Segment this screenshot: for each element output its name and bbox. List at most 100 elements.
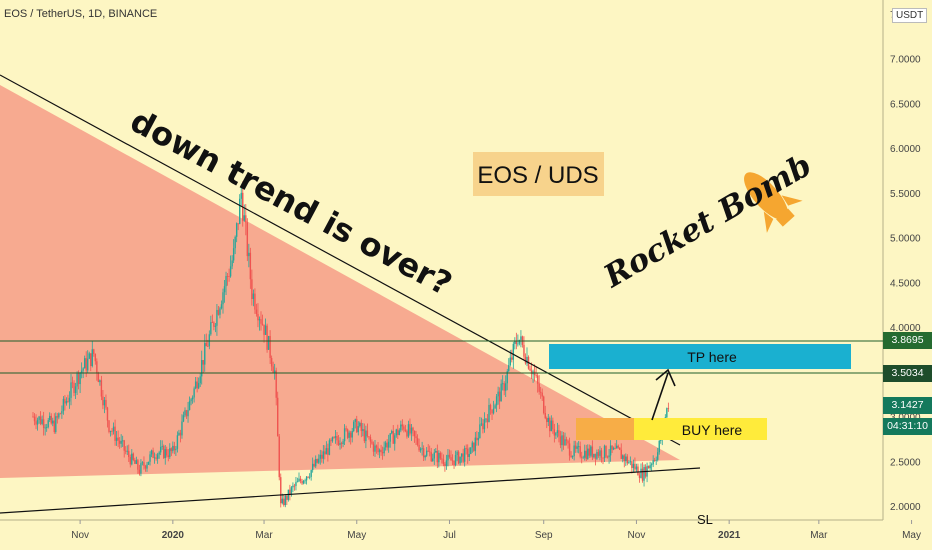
candle-body [404, 429, 407, 432]
candle-body [666, 408, 668, 418]
candle-body [77, 373, 80, 385]
candle-body [386, 442, 388, 448]
candle-body [343, 428, 346, 442]
candle-body [465, 448, 467, 450]
candle-body [298, 478, 300, 482]
candle-body [526, 356, 528, 364]
candle-body [93, 349, 95, 354]
candle-body [667, 408, 670, 410]
candle-body [463, 448, 466, 462]
candle-body [146, 464, 148, 469]
candle-body [629, 461, 632, 463]
candle-body [321, 454, 323, 459]
candle-body [611, 445, 613, 450]
candle-body [53, 420, 55, 432]
candle-body [593, 453, 595, 458]
candle-body [284, 495, 287, 506]
candle-body [176, 435, 179, 449]
tp-zone[interactable] [549, 344, 851, 369]
candle-body [407, 424, 410, 437]
candle-body [226, 276, 229, 277]
currency-label[interactable]: USDT [892, 8, 928, 23]
candle-body [602, 457, 604, 459]
candle-body [328, 440, 331, 455]
candle-body [103, 399, 106, 406]
candle-body [626, 456, 629, 464]
downtrend-line[interactable] [0, 74, 681, 446]
candle-body [530, 370, 533, 375]
candle-body [56, 416, 59, 418]
candle-body [594, 453, 597, 459]
candle-body [467, 448, 469, 458]
candle-body [283, 498, 285, 506]
candle-body [368, 436, 370, 438]
sl-label: SL [697, 512, 713, 527]
candle-body [137, 460, 139, 470]
y-tick-label: 5.5000 [890, 189, 921, 200]
candle-body [55, 416, 57, 432]
candle-body [240, 192, 242, 199]
candle-body [102, 396, 104, 406]
candle-body [649, 465, 651, 469]
candle-body [660, 439, 662, 441]
candle-body [169, 448, 171, 458]
candle-body [295, 482, 297, 486]
candle-body [273, 370, 276, 374]
target-arrow [651, 372, 669, 421]
candle-body [153, 457, 156, 459]
candle-body [445, 460, 448, 467]
y-tick-label: 2.5000 [890, 457, 921, 468]
candle-body [167, 455, 169, 458]
candle-body [339, 443, 341, 445]
candle-body [348, 432, 350, 438]
candle-body [147, 461, 150, 465]
candle-body [58, 413, 60, 418]
candle-body [430, 452, 432, 462]
candle-body [622, 455, 624, 459]
candle-body [191, 397, 194, 400]
candle-body [576, 446, 578, 449]
candle-body [349, 432, 352, 438]
candle-body [470, 447, 472, 454]
candle-body [88, 353, 90, 359]
candle-body [553, 429, 556, 436]
x-tick-label: May [902, 530, 921, 541]
candle-body [245, 215, 247, 223]
candle-body [365, 430, 367, 442]
candle-body [105, 399, 107, 408]
candle-body [117, 437, 119, 441]
candle-body [392, 431, 394, 444]
candle-body [571, 456, 574, 458]
candle-body [222, 292, 224, 305]
support-line[interactable] [0, 467, 701, 514]
candle-body [509, 357, 511, 366]
candle-body [556, 430, 559, 433]
y-tick-label: 6.0000 [890, 144, 921, 155]
candle-body [252, 293, 255, 299]
x-tick-label: Nov [628, 530, 646, 541]
candle-body [485, 418, 487, 420]
candle-body [585, 450, 587, 459]
candle-body [316, 459, 318, 463]
candle-body [301, 481, 303, 484]
candle-body [422, 448, 425, 458]
candle-body [39, 416, 42, 424]
candle-body [416, 438, 419, 445]
candle-body [150, 450, 153, 455]
candle-body [266, 325, 268, 350]
candle-body [345, 428, 347, 430]
candle-body [397, 429, 399, 435]
candle-body [99, 380, 101, 383]
candle-body [617, 445, 619, 448]
candle-body [518, 339, 521, 344]
candle-body [561, 435, 563, 446]
candle-body [330, 440, 332, 442]
candle-body [501, 383, 504, 385]
y-tick-label: 4.0000 [890, 323, 921, 334]
candle-body [123, 440, 125, 451]
candle-body [270, 358, 273, 367]
candle-body [296, 481, 299, 483]
candle-body [49, 415, 51, 421]
candle-body [44, 427, 46, 429]
